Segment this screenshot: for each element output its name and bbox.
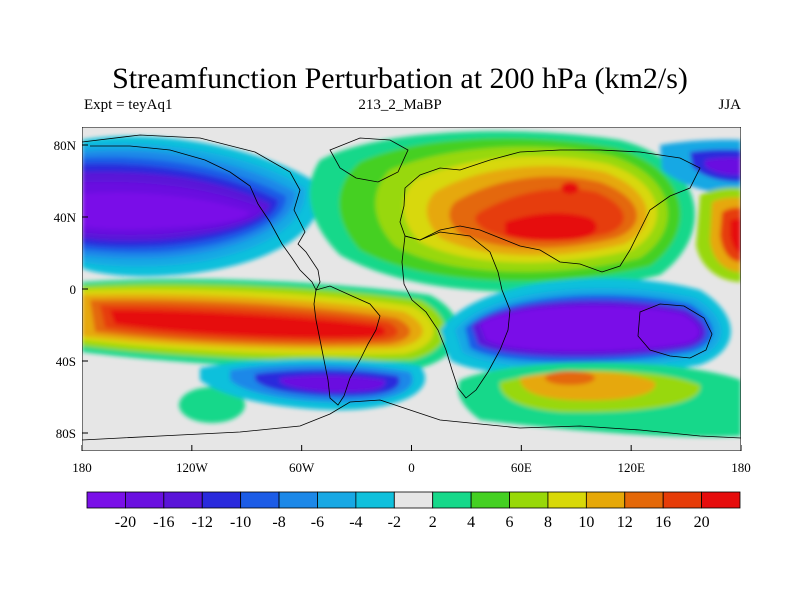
coastlines (82, 134, 741, 441)
colorbar-swatch (547, 491, 587, 509)
colorbar-swatch (240, 491, 280, 509)
colorbar-label: 20 (694, 514, 710, 531)
colorbar-label: -8 (272, 514, 285, 531)
x-tick-label: 0 (408, 460, 415, 475)
map-plot-area (82, 127, 741, 451)
x-tick-label: 60E (511, 460, 532, 475)
colorbar-label: 16 (655, 514, 671, 531)
contour-south-pacific-small (179, 387, 245, 423)
colorbar: -20 -16 -12 -10 -8 -6 -4 -2 2 4 6 8 10 12 16 20 (86, 491, 741, 531)
experiment-label: Expt = teyAq1 (84, 97, 173, 113)
contour-south-atlantic-low (200, 358, 426, 411)
y-tick-label: 40N (54, 210, 77, 225)
colorbar-swatch (201, 491, 242, 509)
colorbar-label: 6 (506, 514, 514, 531)
colorbar-swatch (163, 491, 203, 509)
contour-dateline-high (696, 187, 741, 282)
colorbar-label: 8 (544, 514, 552, 531)
colorbar-label: 2 (429, 514, 437, 531)
colorbar-swatch (355, 491, 395, 509)
colorbar-swatch (393, 491, 434, 509)
colorbar-swatch (509, 491, 549, 509)
y-tick-label: 80N (54, 138, 77, 153)
colorbar-label: 4 (467, 514, 475, 531)
colorbar-label: -2 (388, 514, 401, 531)
coastline-north-america (82, 134, 321, 291)
x-tick-label: 120E (617, 460, 645, 475)
colorbar-swatch (86, 491, 126, 509)
axis-ticks: 180 120W 60W 0 60E 120E 180 80N 40N 0 40S 80S (54, 138, 751, 475)
colorbar-label: -20 (115, 514, 136, 531)
contour-southern-high (82, 278, 459, 369)
colorbar-swatch (470, 491, 510, 509)
colorbar-label: -10 (230, 514, 251, 531)
y-tick-label: 0 (70, 282, 77, 297)
colorbar-swatch (585, 491, 626, 509)
coastline-south-america (313, 285, 381, 406)
season-label: JJA (718, 97, 741, 113)
colorbar-swatch (662, 491, 702, 509)
colorbar-label: -6 (311, 514, 324, 531)
contour-southern-indian-high (458, 362, 741, 437)
colorbar-swatch (125, 491, 165, 509)
coastline-europe-asia (399, 149, 701, 273)
colorbar-label: -16 (153, 514, 174, 531)
plot-title: Streamfunction Perturbation at 200 hPa (… (112, 62, 688, 95)
y-tick-label: 80S (56, 426, 76, 441)
x-tick-label: 180 (731, 460, 751, 475)
contour-south-indian-low (440, 278, 731, 376)
contour-north-pacific-low (82, 136, 321, 277)
colorbar-label: 10 (578, 514, 594, 531)
x-tick-label: 60W (289, 460, 315, 475)
field-shading (82, 131, 741, 437)
x-tick-label: 180 (72, 460, 92, 475)
colorbar-swatch (278, 491, 318, 509)
colorbar-swatch (432, 491, 472, 509)
run-label: 213_2_MaBP (358, 97, 442, 113)
colorbar-swatch (624, 491, 664, 509)
contour-eurasian-high (309, 131, 695, 292)
coastline-antarctica (82, 399, 741, 441)
colorbar-label: 12 (617, 514, 633, 531)
colorbar-swatch (701, 491, 741, 509)
contour-nw-pacific-low (660, 139, 741, 195)
colorbar-swatch (317, 491, 357, 509)
x-tick-label: 120W (176, 460, 209, 475)
coastline-australia (637, 303, 713, 359)
y-tick-label: 40S (56, 354, 76, 369)
colorbar-label: -4 (349, 514, 362, 531)
colorbar-label: -12 (192, 514, 213, 531)
coastline-greenland (329, 137, 409, 183)
coastline-africa (401, 231, 511, 399)
